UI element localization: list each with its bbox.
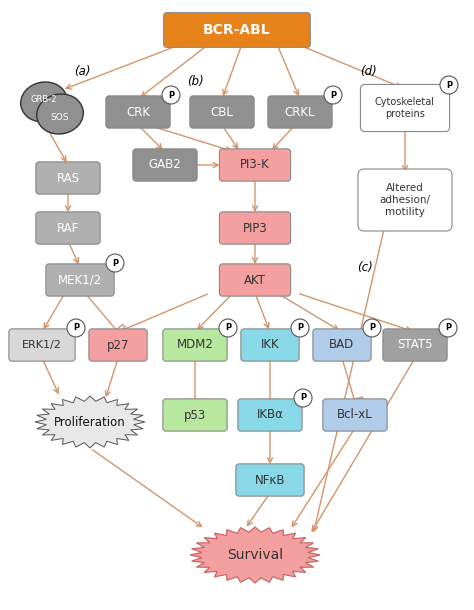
FancyBboxPatch shape	[236, 464, 304, 496]
Text: P: P	[73, 323, 79, 332]
Text: P: P	[168, 90, 174, 99]
FancyBboxPatch shape	[219, 264, 291, 296]
Text: Cytoskeletal
proteins: Cytoskeletal proteins	[375, 97, 435, 119]
FancyBboxPatch shape	[106, 96, 170, 128]
FancyBboxPatch shape	[358, 169, 452, 231]
Text: P: P	[330, 90, 336, 99]
Text: IKK: IKK	[261, 339, 279, 351]
FancyBboxPatch shape	[383, 329, 447, 361]
Text: IKBα: IKBα	[256, 409, 283, 422]
Text: (c): (c)	[357, 262, 373, 274]
Circle shape	[162, 86, 180, 104]
Circle shape	[291, 319, 309, 337]
FancyBboxPatch shape	[219, 149, 291, 181]
Text: SOS: SOS	[51, 112, 69, 121]
Text: Bcl-xL: Bcl-xL	[337, 409, 373, 422]
Text: PIP3: PIP3	[243, 221, 267, 234]
Text: P: P	[297, 323, 303, 332]
Text: CRK: CRK	[126, 106, 150, 118]
Polygon shape	[190, 527, 320, 583]
FancyBboxPatch shape	[190, 96, 254, 128]
Text: P: P	[445, 323, 451, 332]
Circle shape	[219, 319, 237, 337]
Text: BCR-ABL: BCR-ABL	[203, 23, 271, 37]
Text: p53: p53	[184, 409, 206, 422]
Circle shape	[67, 319, 85, 337]
Text: (b): (b)	[187, 76, 203, 88]
FancyBboxPatch shape	[164, 13, 310, 48]
Circle shape	[106, 254, 124, 272]
Text: P: P	[225, 323, 231, 332]
Text: P: P	[112, 259, 118, 268]
FancyBboxPatch shape	[36, 162, 100, 194]
Text: Altered
adhesion/
motility: Altered adhesion/ motility	[380, 184, 430, 217]
Text: GAB2: GAB2	[149, 159, 182, 171]
Text: ERK1/2: ERK1/2	[22, 340, 62, 350]
Text: (a): (a)	[74, 65, 90, 79]
Ellipse shape	[21, 82, 67, 122]
FancyBboxPatch shape	[163, 329, 227, 361]
FancyBboxPatch shape	[360, 84, 449, 132]
FancyBboxPatch shape	[36, 212, 100, 244]
Text: CRKL: CRKL	[285, 106, 315, 118]
Text: MDM2: MDM2	[176, 339, 213, 351]
Circle shape	[363, 319, 381, 337]
Circle shape	[440, 76, 458, 94]
Polygon shape	[35, 396, 145, 448]
Circle shape	[439, 319, 457, 337]
FancyBboxPatch shape	[46, 264, 114, 296]
FancyBboxPatch shape	[323, 399, 387, 431]
Text: P: P	[369, 323, 375, 332]
Text: Proliferation: Proliferation	[54, 415, 126, 428]
FancyBboxPatch shape	[163, 399, 227, 431]
Text: MEK1/2: MEK1/2	[58, 273, 102, 287]
Text: (d): (d)	[360, 65, 376, 79]
Text: STAT5: STAT5	[397, 339, 433, 351]
FancyBboxPatch shape	[89, 329, 147, 361]
FancyBboxPatch shape	[9, 329, 75, 361]
Circle shape	[324, 86, 342, 104]
Text: P: P	[446, 81, 452, 90]
Text: PI3-K: PI3-K	[240, 159, 270, 171]
Text: AKT: AKT	[244, 273, 266, 287]
Circle shape	[294, 389, 312, 407]
FancyBboxPatch shape	[133, 149, 197, 181]
Text: Survival: Survival	[227, 548, 283, 562]
FancyBboxPatch shape	[268, 96, 332, 128]
FancyBboxPatch shape	[241, 329, 299, 361]
Text: BAD: BAD	[329, 339, 355, 351]
Text: P: P	[300, 393, 306, 403]
Ellipse shape	[36, 94, 83, 134]
Text: GRB-2: GRB-2	[31, 95, 57, 104]
FancyBboxPatch shape	[238, 399, 302, 431]
Text: NFκB: NFκB	[255, 473, 285, 487]
FancyBboxPatch shape	[313, 329, 371, 361]
Text: p27: p27	[107, 339, 129, 351]
Text: RAS: RAS	[56, 171, 80, 184]
Text: RAF: RAF	[57, 221, 79, 234]
Text: CBL: CBL	[210, 106, 233, 118]
FancyBboxPatch shape	[219, 212, 291, 244]
